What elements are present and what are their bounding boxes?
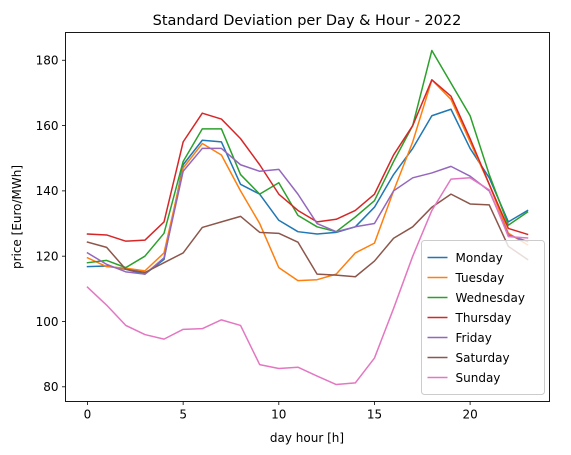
legend-label-thursday: Thursday — [455, 311, 512, 325]
x-axis-ticks: 0 5 10 15 20 — [84, 401, 478, 422]
series-line-tuesday — [86, 79, 529, 282]
y-tick-label: 120 — [36, 249, 59, 263]
plot-frame — [65, 32, 550, 402]
x-tick-label: 10 — [271, 408, 286, 422]
x-tick-label: 5 — [179, 408, 187, 422]
y-tick-label: 160 — [36, 119, 59, 133]
chart-title: Standard Deviation per Day & Hour - 2022 — [153, 13, 462, 29]
y-tick-label: 140 — [36, 184, 59, 198]
legend-box — [421, 240, 545, 395]
legend-label-sunday: Sunday — [456, 371, 501, 385]
y-tick-label: 100 — [36, 315, 59, 329]
series-line-friday — [86, 147, 529, 275]
y-tick-label: 180 — [36, 54, 59, 68]
x-tick-label: 0 — [84, 408, 92, 422]
series-line-saturday — [86, 193, 529, 278]
legend-label-saturday: Saturday — [456, 351, 510, 365]
y-axis-label: price [Euro/MWh] — [10, 165, 24, 269]
series-line-sunday — [86, 177, 529, 386]
x-tick-label: 20 — [462, 408, 477, 422]
y-tick-label: 80 — [43, 380, 58, 394]
legend-label-friday: Friday — [456, 331, 492, 345]
legend-label-monday: Monday — [456, 251, 503, 265]
series-line-thursday — [86, 79, 529, 242]
y-axis-ticks: 80 100 120 140 160 180 — [36, 54, 66, 394]
series-line-wednesday — [86, 49, 529, 269]
x-axis-label: day hour [h] — [270, 431, 344, 445]
series-group — [86, 49, 529, 386]
series-line-monday — [86, 108, 529, 275]
x-tick-label: 15 — [367, 408, 382, 422]
legend-label-tuesday: Tuesday — [455, 271, 505, 285]
legend-label-wednesday: Wednesday — [456, 291, 525, 305]
legend: Monday Tuesday Wednesday Thursday Friday Satu… — [421, 240, 545, 395]
